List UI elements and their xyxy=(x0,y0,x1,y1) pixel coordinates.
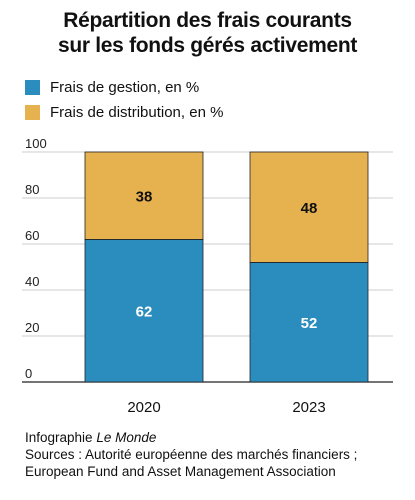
bar-2020-series-0 xyxy=(84,238,204,383)
legend-item-gestion: Frais de gestion, en % xyxy=(25,76,223,98)
credit-name: Le Monde xyxy=(96,430,157,445)
bar-2023-series-1 xyxy=(249,151,369,263)
legend-item-distribution: Frais de distribution, en % xyxy=(25,101,223,123)
sources-line-1: Sources : Autorité européenne des marché… xyxy=(25,447,358,462)
x-tick-label-2020: 2020 xyxy=(127,399,160,416)
data-label-2023-series-0: 52 xyxy=(301,315,318,332)
data-label-2020-series-0: 62 xyxy=(136,304,153,321)
legend-swatch-distribution xyxy=(25,104,40,120)
legend-swatch-gestion xyxy=(25,79,40,95)
chart-title-line-2: sur les fonds gérés activement xyxy=(57,34,358,57)
legend-label-distribution: Frais de distribution xyxy=(50,103,181,121)
y-axis-ticks: 0 20 40 60 80 100 xyxy=(25,136,47,381)
legend-label-gestion: Frais de gestion xyxy=(50,78,157,96)
chart-title-line-1: Répartition des frais courants xyxy=(63,9,352,32)
chart-title: Répartition des frais courants sur les f… xyxy=(0,8,415,58)
legend-unit-distribution: , en % xyxy=(180,103,224,121)
legend-unit-gestion: , en % xyxy=(156,78,200,96)
bar-2023-series-0 xyxy=(249,261,369,383)
footer: Infographie Le Monde Sources : Autorité … xyxy=(25,429,357,480)
sources-line-2: European Fund and Asset Management Assoc… xyxy=(25,464,336,479)
y-tick-label-20: 20 xyxy=(25,320,39,335)
x-axis-ticks: 2020 2023 xyxy=(127,399,325,416)
bars: 62 38 52 48 xyxy=(84,151,369,383)
credit-prefix: Infographie xyxy=(25,430,97,445)
y-tick-label-80: 80 xyxy=(25,182,39,197)
credit-line: Infographie Le Monde xyxy=(25,429,357,446)
y-tick-label-100: 100 xyxy=(25,136,47,151)
legend: Frais de gestion, en % Frais de distribu… xyxy=(25,76,223,126)
x-tick-label-2023: 2023 xyxy=(292,399,325,416)
data-label-2023-series-1: 48 xyxy=(301,200,318,217)
bar-2020-series-1 xyxy=(84,151,204,240)
y-tick-label-40: 40 xyxy=(25,274,39,289)
data-label-2020-series-1: 38 xyxy=(136,189,153,206)
y-tick-label-60: 60 xyxy=(25,228,39,243)
y-tick-label-0: 0 xyxy=(25,366,32,381)
